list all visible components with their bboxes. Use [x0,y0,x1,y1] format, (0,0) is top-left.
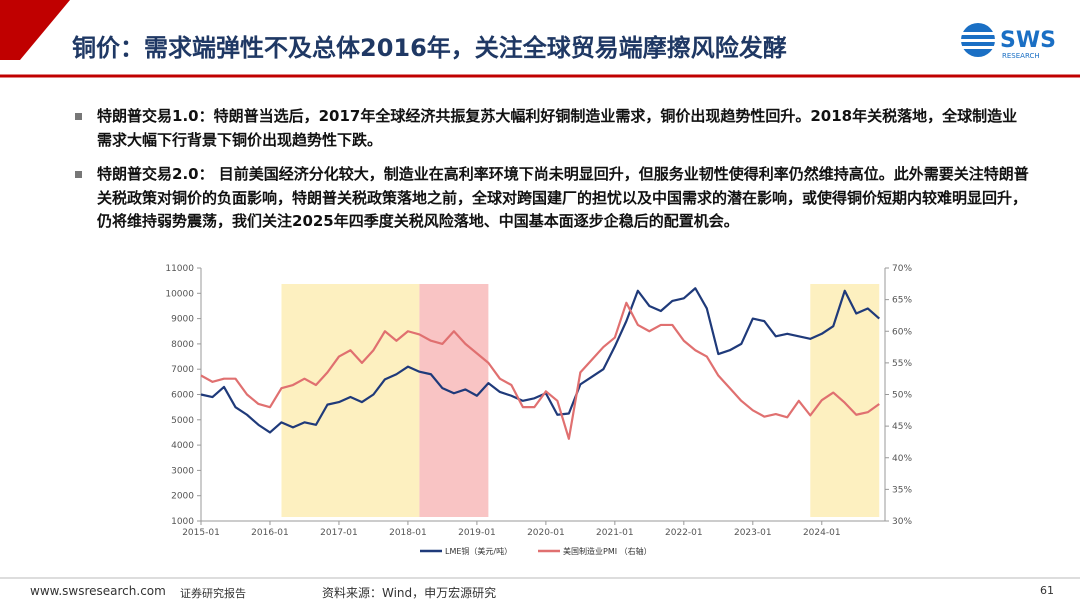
y-tick-label: 8000 [171,340,194,350]
x-tick-label: 2023-01 [734,528,772,538]
y2-tick-label: 30% [892,517,912,527]
footer-site: www.swsresearch.com [30,584,166,598]
x-tick-label: 2020-01 [527,528,565,538]
footer-source: 资料来源：Wind，申万宏源研究 [322,586,497,600]
y2-tick-label: 70% [892,264,912,274]
page-number: 61 [1040,584,1054,597]
y-tick-label: 5000 [171,416,194,426]
bullet: 特朗普交易1.0：特朗普当选后，2017年全球经济共振复苏大幅利好铜制造业需求，… [75,105,1030,152]
x-tick-label: 2015-01 [182,528,220,538]
y-tick-label: 7000 [171,365,194,375]
x-tick-label: 2021-01 [596,528,634,538]
bullet: 特朗普交易2.0： 目前美国经济分化较大，制造业在高利率环境下尚未明显回升，但服… [75,163,1030,234]
x-tick-label: 2016-01 [251,528,289,538]
shaded-period [281,284,420,517]
logo-icon [961,23,995,57]
y2-tick-label: 45% [892,422,912,432]
y2-tick-label: 40% [892,454,912,464]
y-tick-label: 6000 [171,391,194,401]
logo-text: SWS [1000,28,1056,53]
x-tick-label: 2017-01 [320,528,358,538]
series-line [200,287,880,434]
y-tick-label: 3000 [171,466,194,476]
y-tick-label: 2000 [171,492,194,502]
header-accent [0,0,70,60]
y2-tick-label: 35% [892,485,912,495]
bullet-text: 特朗普交易2.0： 目前美国经济分化较大，制造业在高利率环境下尚未明显回升，但服… [97,165,1029,230]
legend-label: LME铜（美元/吨） [445,546,512,556]
series-line [200,301,880,440]
x-tick-label: 2022-01 [665,528,703,538]
slide-title: 铜价：需求端弹性不及总体2016年，关注全球贸易端摩擦风险发酵 [72,34,787,62]
footer-report: 证券研究报告 [180,587,246,600]
x-tick-label: 2018-01 [389,528,427,538]
x-tick-label: 2024-01 [803,528,841,538]
y-tick-label: 10000 [165,289,194,299]
y-tick-label: 4000 [171,441,194,451]
y-tick-label: 11000 [165,264,194,274]
bullet-text: 特朗普交易1.0：特朗普当选后，2017年全球经济共振复苏大幅利好铜制造业需求，… [97,107,1018,149]
y-tick-label: 1000 [171,517,194,527]
y2-tick-label: 50% [892,391,912,401]
logo-subtext: RESEARCH [1002,52,1040,60]
shaded-period [419,284,489,517]
x-tick-label: 2019-01 [458,528,496,538]
y2-tick-label: 55% [892,359,912,369]
y2-tick-label: 60% [892,327,912,337]
y-tick-label: 9000 [171,315,194,325]
legend-label: 美国制造业PMI （右轴） [563,546,652,556]
y2-tick-label: 65% [892,296,912,306]
